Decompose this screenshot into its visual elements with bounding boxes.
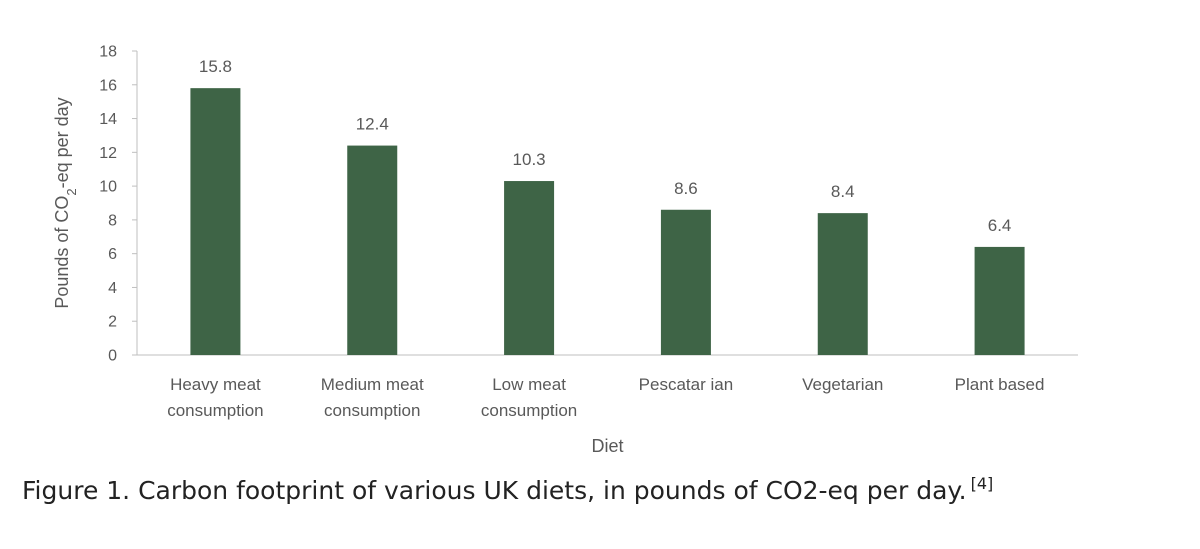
- y-tick-label: 8: [108, 212, 117, 229]
- category-label: Pescatar ian: [639, 375, 734, 394]
- category-labels: Heavy meat consumption Medium meat consumpt…: [167, 375, 1044, 420]
- caption-reference: [4]: [970, 474, 994, 493]
- y-axis-title: Pounds of CO2-eq per day: [52, 97, 79, 308]
- bar: [660, 209, 711, 355]
- bar: [974, 246, 1025, 355]
- bar: [190, 88, 241, 356]
- data-label: 12.4: [356, 115, 389, 134]
- bar: [817, 213, 868, 355]
- data-label: 8.4: [831, 182, 855, 201]
- category-label: Plant based: [955, 375, 1045, 394]
- y-tick-label: 12: [99, 145, 117, 162]
- y-tick-label: 14: [99, 111, 117, 128]
- data-label: 6.4: [988, 216, 1012, 235]
- data-label: 15.8: [199, 57, 232, 76]
- figure-caption: Figure 1. Carbon footprint of various UK…: [22, 474, 993, 505]
- data-label: 10.3: [513, 150, 546, 169]
- bar: [347, 145, 398, 355]
- y-tick-label: 4: [108, 280, 117, 297]
- y-tick-label: 10: [99, 179, 117, 196]
- bar: [504, 181, 555, 355]
- bar-chart: 0 2 4 6 8 10 12 14 16 18 15.8 12.4 10.3 8.6 8.4 6.4 He…: [52, 44, 1078, 456]
- y-tick-label: 18: [99, 44, 117, 61]
- category-label: Low meat consumption: [481, 375, 577, 420]
- data-label: 8.6: [674, 179, 698, 198]
- y-tick-label: 6: [108, 246, 117, 263]
- category-label: Medium meat consumption: [321, 375, 424, 420]
- y-axis: 0 2 4 6 8 10 12 14 16 18: [99, 44, 138, 365]
- y-tick-label: 16: [99, 77, 117, 94]
- data-labels: 15.8 12.4 10.3 8.6 8.4 6.4: [199, 57, 1012, 235]
- x-axis-title: Diet: [591, 436, 623, 456]
- category-label: Heavy meat consumption: [167, 375, 263, 420]
- caption-text: Figure 1. Carbon footprint of various UK…: [22, 476, 967, 505]
- y-tick-label: 2: [108, 314, 117, 331]
- y-tick-label: 0: [108, 348, 117, 365]
- bars: [190, 88, 1025, 356]
- category-label: Vegetarian: [802, 375, 883, 394]
